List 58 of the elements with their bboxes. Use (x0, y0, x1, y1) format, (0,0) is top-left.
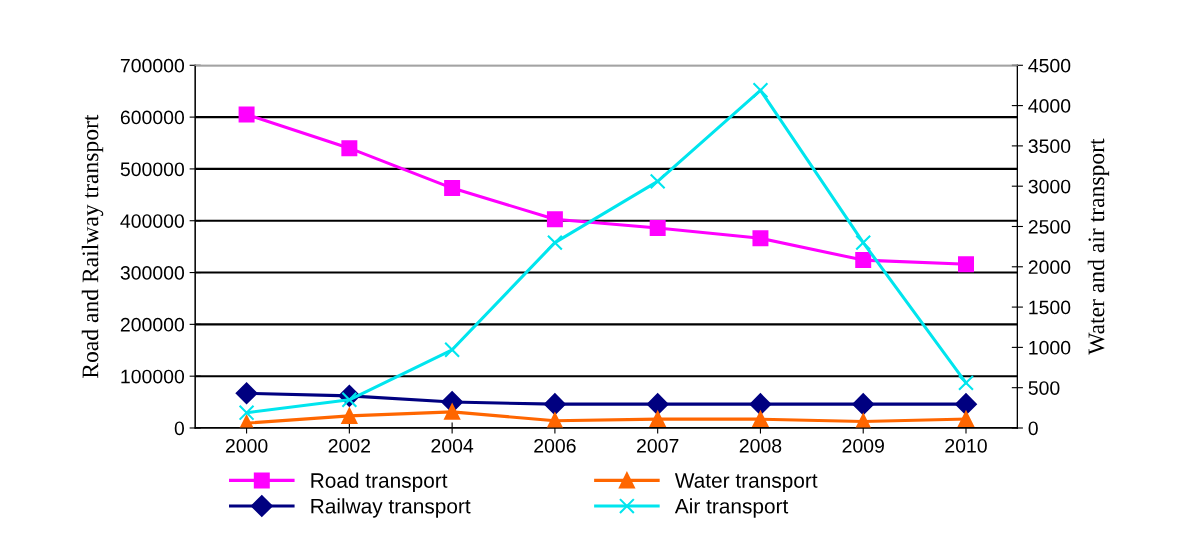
point (855, 234, 872, 251)
legend-label: Railway transport (311, 498, 471, 518)
point (546, 234, 563, 251)
x-tick-label: 2007 (637, 438, 679, 453)
point (235, 382, 258, 405)
point (752, 411, 769, 428)
x-tick-label: 2006 (534, 438, 576, 453)
point (749, 393, 772, 416)
x-tick-label: 2000 (225, 438, 268, 453)
point (649, 220, 666, 236)
y-tick-label: 500000 (120, 162, 185, 177)
point (238, 106, 255, 123)
point (958, 374, 974, 391)
point (955, 393, 977, 416)
y2-tick-label: 1000 (1029, 340, 1071, 355)
x-tick-label: 2009 (842, 438, 884, 453)
point (649, 173, 666, 190)
point (752, 230, 769, 247)
legend-label: Road transport (311, 472, 448, 493)
point (649, 411, 666, 428)
y-tick-label: 700000 (120, 58, 185, 73)
y2-tick-label: 2000 (1028, 260, 1071, 275)
point (855, 252, 872, 269)
y2-tick-label: 4000 (1028, 99, 1071, 113)
y2-tick-label: 4500 (1028, 58, 1071, 73)
y2-tick-label: 3000 (1028, 179, 1071, 194)
point (444, 180, 461, 197)
y2-tick-label: 500 (1028, 381, 1060, 395)
point (444, 341, 461, 358)
point (958, 256, 974, 273)
legend-label: Air transport (674, 498, 789, 518)
point (752, 82, 769, 99)
y2-tick-label: 0 (1028, 421, 1038, 436)
y-tick-label: 300000 (120, 266, 185, 280)
point (341, 140, 358, 157)
y-tick-label: 100000 (121, 369, 185, 384)
point (544, 393, 566, 416)
point (646, 393, 669, 416)
y2-tick-label: 2500 (1028, 219, 1071, 234)
x-tick-label: 2004 (431, 438, 474, 453)
y-tick-label: 600000 (120, 110, 185, 125)
point (444, 403, 461, 420)
y-axis-title: Road and Railway transport (81, 114, 104, 379)
point (341, 407, 358, 424)
x-tick-label: 2002 (328, 438, 371, 453)
x-tick-label: 2010 (945, 438, 987, 453)
legend-label: Water transport (674, 473, 818, 493)
point (546, 211, 563, 228)
y2-tick-label: 1500 (1029, 300, 1071, 315)
point (958, 411, 974, 428)
y2-axis-title: Water and air transport (1087, 138, 1110, 355)
x-tick-label: 2008 (739, 438, 782, 453)
point (238, 404, 255, 421)
point (852, 393, 875, 416)
y-tick-label: 200000 (120, 317, 185, 332)
y-tick-label: 400000 (120, 214, 185, 228)
y2-tick-label: 3500 (1028, 139, 1071, 154)
y-tick-label: 0 (174, 421, 185, 436)
